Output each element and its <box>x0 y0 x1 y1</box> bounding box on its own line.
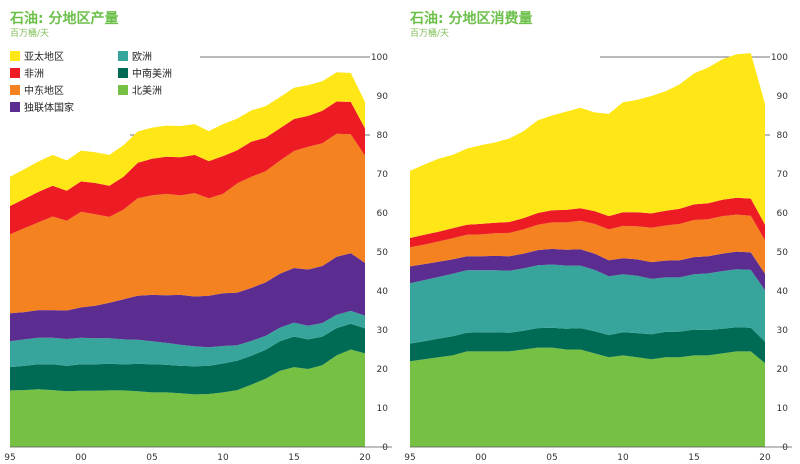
x-tick-label: 15 <box>688 453 699 463</box>
y-tick-label: 60 <box>377 209 389 219</box>
legend-label: 非洲 <box>24 68 44 80</box>
area-series-1 <box>410 327 765 364</box>
legend-swatch <box>118 68 128 78</box>
x-tick-label: 10 <box>217 453 229 463</box>
y-tick-label: 50 <box>377 248 389 258</box>
area-series-6 <box>410 53 765 238</box>
consumption-area-chart: 0 10 20 30 40 50 60 70 80 90 100 95 00 05 10 15 20 <box>404 53 792 463</box>
y-tick-label: 80 <box>777 131 789 141</box>
y-tick-label: 0 <box>382 443 388 453</box>
area-series-5 <box>410 197 765 248</box>
y-tick-label: 40 <box>777 287 789 297</box>
area-series-0 <box>410 347 765 447</box>
area-series-2 <box>10 310 365 368</box>
y-tick-label: 90 <box>777 92 789 102</box>
legend-swatch <box>118 85 128 95</box>
x-tick-label: 00 <box>475 453 487 463</box>
consumption-chart-panel: 石油: 分地区消费量 百万桶/天 0 10 20 30 40 50 60 70 80 90 100 9… <box>400 0 800 464</box>
y-tick-label: 30 <box>777 326 789 336</box>
y-tick-label: 60 <box>777 209 789 219</box>
chart-subtitle: 百万桶/天 <box>410 29 450 39</box>
legend-swatch <box>10 85 20 95</box>
area-series-1 <box>10 323 365 395</box>
legend-label: 独联体国家 <box>24 101 74 114</box>
y-tick-label: 10 <box>777 404 789 414</box>
legend-label: 亚太地区 <box>24 50 64 63</box>
area-series-0 <box>10 349 365 447</box>
x-tick-label: 10 <box>617 453 629 463</box>
legend-swatch <box>10 68 20 78</box>
area-series-4 <box>410 214 765 274</box>
legend-swatch <box>10 102 20 112</box>
y-tick-label: 100 <box>371 53 388 63</box>
y-tick-label: 30 <box>377 326 389 336</box>
x-tick-label: 00 <box>75 453 87 463</box>
x-tick-label: 05 <box>146 453 157 463</box>
legend-label: 中南美洲 <box>132 67 172 80</box>
x-tick-label: 20 <box>759 453 771 463</box>
y-tick-label: 80 <box>377 131 389 141</box>
y-tick-label: 0 <box>782 443 788 453</box>
legend-swatch <box>118 51 128 61</box>
area-series-4 <box>10 133 365 314</box>
area-series-2 <box>410 264 765 344</box>
y-tick-label: 90 <box>377 92 389 102</box>
legend-swatch <box>10 51 20 61</box>
production-chart-panel: 石油: 分地区产量 百万桶/天 0 10 20 30 40 50 60 70 80 90 100 95… <box>4 11 392 463</box>
x-tick-label: 20 <box>359 453 371 463</box>
production-area-chart: 0 10 20 30 40 50 60 70 80 90 100 95 00 05 10 15 20 亚太地区非洲… <box>4 50 392 463</box>
x-tick-label: 15 <box>288 453 299 463</box>
y-tick-label: 70 <box>777 170 789 180</box>
y-tick-label: 40 <box>377 287 389 297</box>
x-tick-label: 05 <box>546 453 557 463</box>
x-tick-label: 95 <box>404 453 415 463</box>
y-tick-label: 20 <box>777 365 789 375</box>
y-tick-label: 50 <box>777 248 789 258</box>
chart-title: 石油: 分地区产量 <box>10 11 119 27</box>
chart-subtitle: 百万桶/天 <box>10 29 50 39</box>
chart-title: 石油: 分地区消费量 <box>410 11 533 27</box>
area-series-6 <box>10 72 365 206</box>
y-tick-label: 100 <box>771 53 788 63</box>
y-tick-label: 10 <box>377 404 389 414</box>
y-tick-label: 20 <box>377 365 389 375</box>
area-series-3 <box>410 248 765 291</box>
legend-label: 欧洲 <box>132 51 152 63</box>
legend-label: 北美洲 <box>132 84 162 97</box>
area-series-3 <box>10 253 365 348</box>
area-series-5 <box>10 101 365 235</box>
legend-label: 中东地区 <box>24 84 64 97</box>
y-tick-label: 70 <box>377 170 389 180</box>
x-tick-label: 95 <box>4 453 15 463</box>
